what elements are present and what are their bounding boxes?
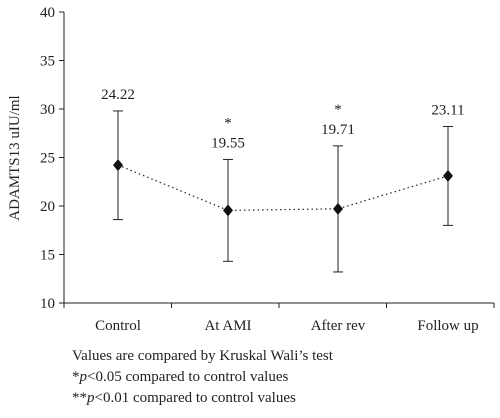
data-point [443,169,453,182]
significance-mark: * [224,115,232,131]
x-tick-label: At AMI [204,318,251,334]
note-test: Values are compared by Kruskal Wali’s te… [72,348,333,364]
note-p05: *p<0.05 compared to control values [72,369,289,385]
data-point [113,159,123,172]
x-tick-label: Control [95,318,141,334]
y-tick-label: 40 [40,5,55,21]
y-axis-title: ADAMTS13 uIU/ml [7,95,23,220]
x-tick-label: After rev [311,318,366,334]
data-label: 19.55 [211,135,245,151]
y-tick-label: 25 [40,151,55,167]
note-p01: **p<0.01 compared to control values [72,390,296,406]
y-tick-label: 20 [40,199,55,215]
data-point [223,204,233,217]
y-tick-label: 35 [40,54,55,70]
chart: 10 15 20 25 30 35 40 Control At AMI After rev Fol… [7,5,495,334]
y-tick-label: 10 [40,296,55,312]
significance-mark: * [334,102,342,118]
y-tick-label: 30 [40,102,55,118]
data-label: 24.22 [101,87,135,103]
y-tick-label: 15 [40,248,55,264]
series: 24.22 19.55 * 19.71 * 23.11 [101,87,465,273]
x-axis: Control At AMI After rev Follow up [63,302,495,334]
chart-notes: Values are compared by Kruskal Wali’s te… [72,346,333,409]
x-tick-label: Follow up [417,318,478,334]
y-axis: 10 15 20 25 30 35 40 [40,5,65,312]
series-line [117,164,449,211]
data-label: 23.11 [431,102,464,118]
data-label: 19.71 [321,122,355,138]
data-point [333,202,343,215]
